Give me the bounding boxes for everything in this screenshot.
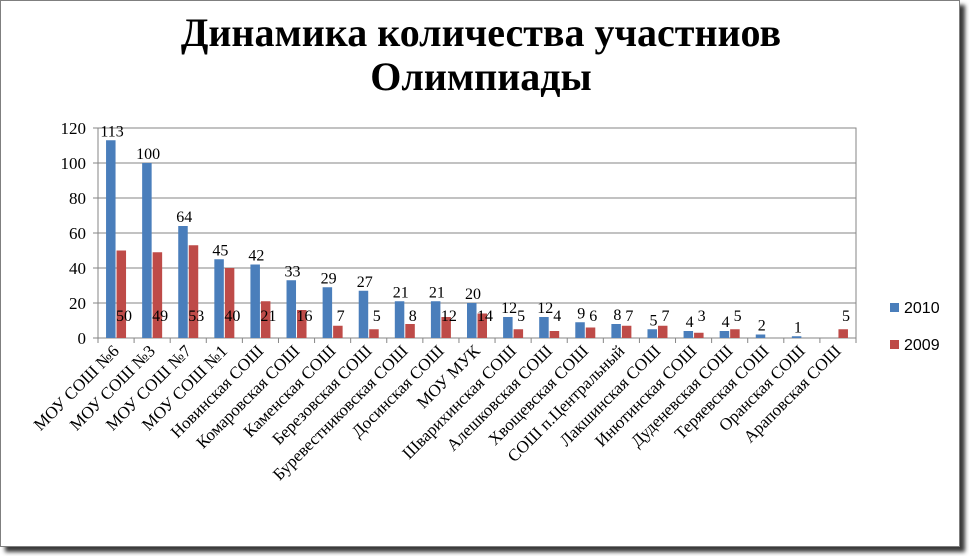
- bar-2010: [358, 290, 369, 338]
- bar-2009: [477, 313, 487, 338]
- data-label-2010: 29: [321, 270, 337, 287]
- data-label-2009: 16: [297, 308, 313, 325]
- bar-2010: [106, 140, 116, 338]
- data-label-2010: 100: [136, 146, 160, 163]
- y-tick-label: 20: [69, 294, 86, 313]
- data-label-2009: 7: [625, 308, 633, 325]
- bar-2010: [322, 287, 333, 338]
- data-label-2010: 4: [722, 314, 730, 331]
- data-label-2009: 5: [734, 308, 742, 325]
- data-label-2009: 12: [441, 308, 457, 325]
- data-label-2010: 113: [100, 123, 123, 140]
- data-label-2009: 50: [116, 308, 132, 325]
- bar-2009: [441, 317, 451, 338]
- data-label-2010: 5: [649, 312, 657, 329]
- bar-2009: [730, 329, 740, 338]
- bar-2009: [224, 268, 235, 338]
- bar-2009: [152, 252, 163, 338]
- y-tick-label: 120: [61, 119, 87, 138]
- chart-title: Динамика количества участниов Олимпиады: [1, 11, 961, 99]
- data-label-2009: 7: [661, 308, 669, 325]
- bar-2010: [430, 301, 441, 338]
- data-label-2009: 53: [188, 308, 204, 325]
- data-label-2010: 45: [212, 242, 228, 259]
- data-label-2009: 5: [842, 308, 850, 325]
- data-label-2009: 8: [409, 308, 417, 325]
- bar-2010: [286, 280, 297, 338]
- data-label-2009: 4: [553, 308, 561, 325]
- bar-2009: [585, 327, 596, 338]
- bar-2010: [214, 259, 224, 338]
- data-label-2009: 40: [224, 308, 240, 325]
- bar-2010: [719, 331, 730, 338]
- bar-2010: [394, 301, 405, 338]
- data-label-2009: 49: [152, 308, 168, 325]
- bar-2009: [116, 250, 127, 338]
- bar-2009: [621, 325, 632, 338]
- bar-2010: [611, 324, 621, 338]
- bar-2010: [250, 264, 260, 338]
- data-label-2010: 4: [686, 314, 694, 331]
- bar-2009: [369, 329, 379, 338]
- legend-swatch-2010: [890, 303, 899, 312]
- data-label-2010: 12: [501, 300, 517, 317]
- data-label-2010: 12: [537, 300, 553, 317]
- bar-2009: [405, 324, 415, 338]
- data-label-2009: 14: [477, 308, 493, 325]
- bar-2009: [549, 331, 560, 338]
- data-label-2009: 21: [260, 308, 276, 325]
- data-label-2010: 64: [176, 209, 192, 226]
- bar-2010: [142, 163, 152, 338]
- bar-2010: [791, 336, 802, 338]
- data-label-2010: 9: [577, 305, 585, 322]
- bar-2010: [575, 322, 585, 338]
- bar-2010: [755, 334, 766, 338]
- legend-label-2010: 2010: [904, 300, 940, 317]
- bar-2010: [647, 329, 657, 338]
- data-label-2009: 5: [517, 308, 525, 325]
- y-tick-label: 0: [78, 329, 87, 348]
- data-label-2010: 21: [429, 284, 445, 301]
- bar-2010: [178, 226, 188, 338]
- data-label-2010: 2: [758, 318, 766, 335]
- bar-2009: [513, 329, 524, 338]
- data-label-2010: 8: [613, 307, 621, 324]
- bar-2009: [657, 325, 668, 338]
- legend-label-2009: 2009: [904, 337, 940, 354]
- data-label-2010: 21: [393, 284, 409, 301]
- data-label-2009: 7: [337, 308, 345, 325]
- bar-2009: [188, 245, 199, 338]
- data-label-2010: 20: [465, 286, 481, 303]
- bar-2010: [503, 317, 513, 338]
- bar-2009: [694, 332, 704, 338]
- bar-2009: [297, 310, 307, 338]
- chart-title-line-2: Олимпиады: [370, 54, 592, 99]
- bar-2009: [333, 325, 343, 338]
- y-tick-label: 40: [69, 259, 86, 278]
- data-label-2010: 33: [285, 263, 301, 280]
- bar-2010: [539, 317, 549, 338]
- chart-title-line-1: Динамика количества участниов: [180, 10, 782, 55]
- y-tick-label: 80: [69, 189, 86, 208]
- data-label-2009: 3: [698, 308, 706, 325]
- data-label-2009: 5: [373, 308, 381, 325]
- data-label-2009: 6: [589, 308, 597, 325]
- y-tick-label: 60: [69, 224, 86, 243]
- y-tick-label: 100: [61, 154, 87, 173]
- data-label-2010: 1: [794, 319, 802, 336]
- bar-2009: [260, 301, 271, 338]
- data-label-2010: 27: [357, 274, 373, 291]
- bar-2010: [467, 303, 477, 338]
- bar-2010: [683, 331, 694, 338]
- legend-swatch-2009: [890, 340, 899, 349]
- bar-2009: [838, 329, 848, 338]
- data-label-2010: 42: [248, 248, 264, 265]
